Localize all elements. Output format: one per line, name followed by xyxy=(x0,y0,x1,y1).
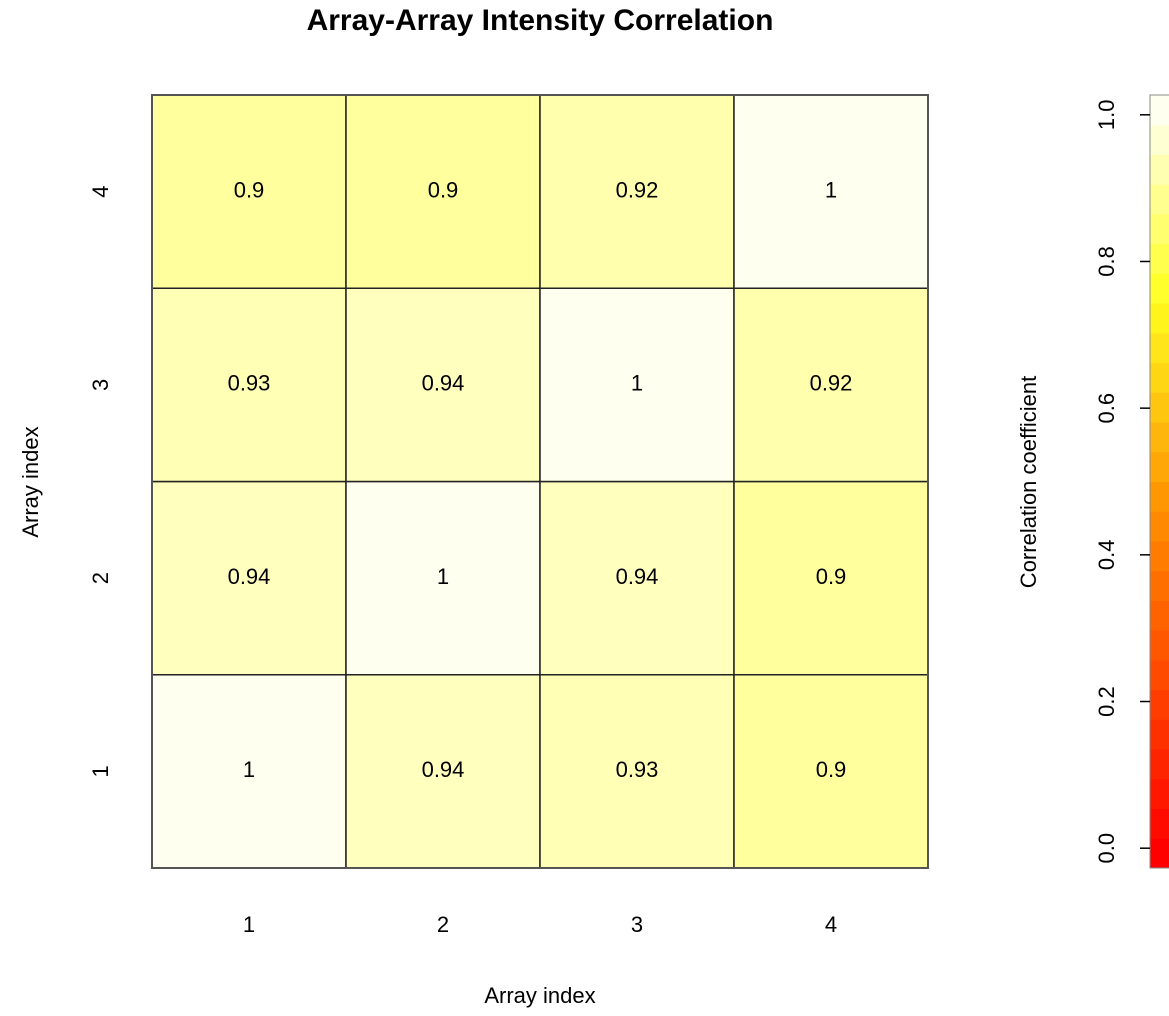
cell-label: 0.94 xyxy=(228,564,271,589)
cell-label: 0.94 xyxy=(616,564,659,589)
cell-label: 0.93 xyxy=(228,371,271,396)
chart-title: Array-Array Intensity Correlation xyxy=(307,4,774,37)
colorbar-tick-label: 0.4 xyxy=(1094,540,1119,571)
colorbar-step xyxy=(1150,303,1169,334)
cell-label: 0.9 xyxy=(428,177,459,202)
colorbar-step xyxy=(1150,362,1169,393)
cell-label: 0.92 xyxy=(616,177,659,202)
heatmap-cell xyxy=(733,674,929,869)
heatmap-cell xyxy=(539,94,735,289)
cell-label: 1 xyxy=(825,177,837,202)
heatmap-cell xyxy=(733,94,929,289)
colorbar-step xyxy=(1150,511,1169,542)
colorbar-tick-label: 1.0 xyxy=(1094,100,1119,131)
colorbar-step xyxy=(1150,273,1169,304)
cell-label: 0.9 xyxy=(816,564,847,589)
y-tick-label: 4 xyxy=(88,186,113,198)
colorbar-step xyxy=(1150,719,1169,750)
colorbar-step xyxy=(1150,392,1169,423)
heatmap-cell xyxy=(151,480,347,676)
cell-label: 1 xyxy=(437,564,449,589)
colorbar-tick-label: 0.6 xyxy=(1094,393,1119,424)
y-tick-label: 2 xyxy=(88,572,113,584)
colorbar-step xyxy=(1150,659,1169,691)
heatmap-cell xyxy=(345,287,541,483)
colorbar-tick-label: 0.8 xyxy=(1094,246,1119,277)
colorbar-step xyxy=(1150,540,1169,572)
colorbar-label: Correlation coefficient xyxy=(1016,376,1041,588)
colorbar-step xyxy=(1150,808,1169,839)
heatmap-cell xyxy=(733,287,929,483)
y-tick-label: 1 xyxy=(88,765,113,777)
colorbar-step xyxy=(1150,154,1169,185)
cell-label: 0.94 xyxy=(422,757,465,782)
x-tick-label: 2 xyxy=(437,912,449,937)
colorbar-step xyxy=(1150,243,1169,274)
colorbar-step xyxy=(1150,838,1169,869)
x-axis-label: Array index xyxy=(484,983,595,1008)
cell-label: 0.94 xyxy=(422,371,465,396)
cell-label: 0.93 xyxy=(616,757,659,782)
heatmap-cell xyxy=(151,94,347,289)
colorbar-frame xyxy=(1149,94,1169,869)
colorbar-step xyxy=(1150,95,1169,126)
y-axis-label: Array index xyxy=(18,426,43,537)
colorbar-step xyxy=(1150,451,1169,482)
heatmap-cell xyxy=(345,674,541,869)
colorbar-step xyxy=(1150,213,1169,245)
colorbar-step xyxy=(1150,689,1169,720)
colorbar-step xyxy=(1150,332,1169,364)
colorbar-tick-label: 0.0 xyxy=(1094,833,1119,864)
heatmap-cell xyxy=(151,674,347,869)
x-tick-label: 4 xyxy=(825,912,837,937)
x-tick-label: 1 xyxy=(243,912,255,937)
colorbar-step xyxy=(1150,481,1169,512)
x-tick-label: 3 xyxy=(631,912,643,937)
colorbar-step xyxy=(1150,600,1169,631)
colorbar-step xyxy=(1150,570,1169,601)
y-tick-label: 3 xyxy=(88,379,113,391)
colorbar-tick-label: 0.2 xyxy=(1094,686,1119,717)
heatmap-cell xyxy=(733,480,929,676)
heatmap-cell xyxy=(345,480,541,676)
colorbar-step xyxy=(1150,778,1169,810)
colorbar-step xyxy=(1150,422,1169,453)
cell-label: 1 xyxy=(243,757,255,782)
colorbar-step xyxy=(1150,630,1169,661)
cell-label: 0.9 xyxy=(234,177,265,202)
plot-frame xyxy=(151,94,929,869)
colorbar-step xyxy=(1150,184,1169,215)
heatmap-cell xyxy=(539,480,735,676)
cell-label: 0.92 xyxy=(810,371,853,396)
colorbar-step xyxy=(1150,124,1169,155)
cell-label: 0.9 xyxy=(816,757,847,782)
cell-label: 1 xyxy=(631,371,643,396)
colorbar-step xyxy=(1150,749,1169,780)
